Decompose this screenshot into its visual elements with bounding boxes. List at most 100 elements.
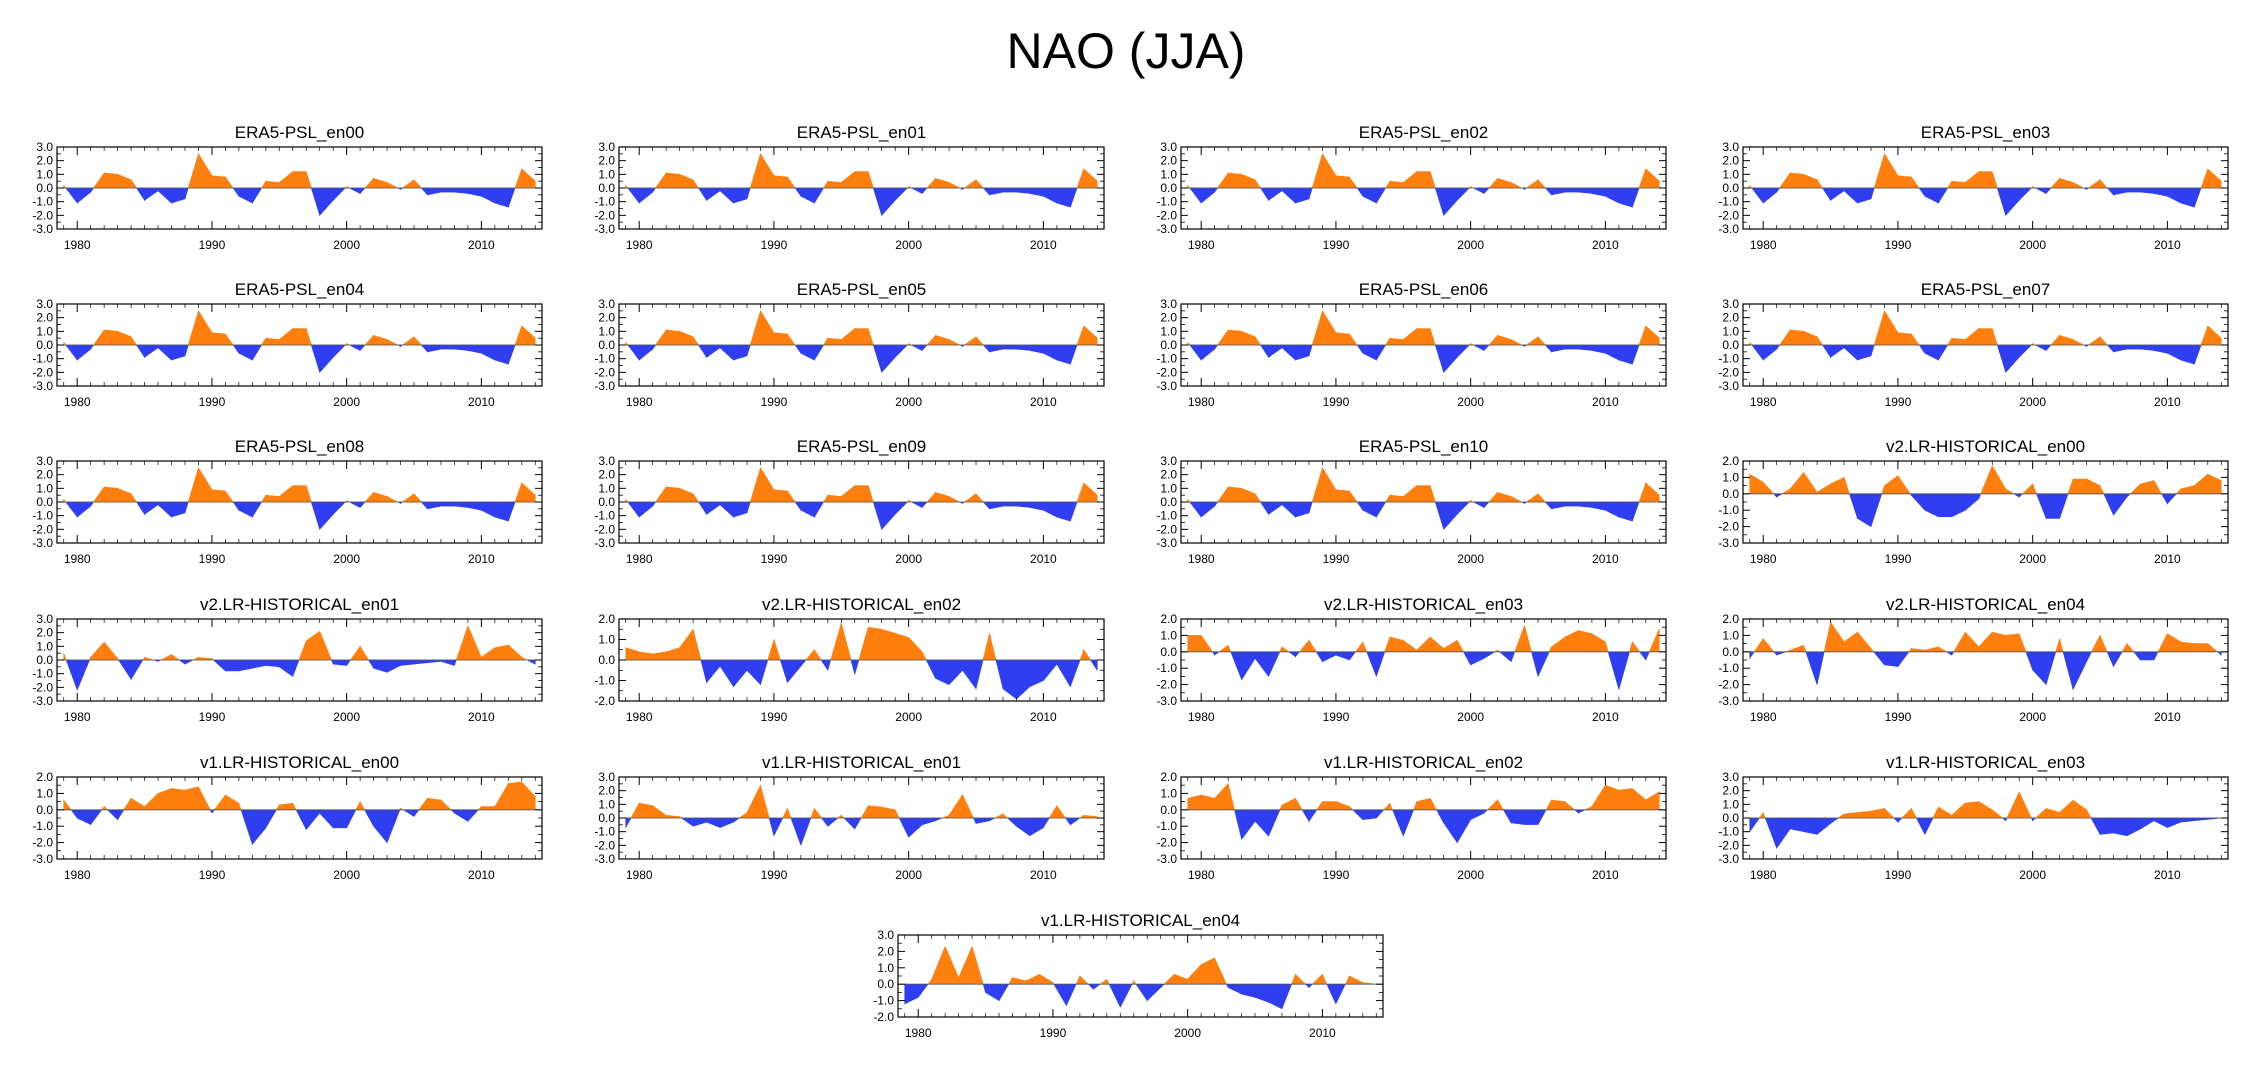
area-negative: [881, 344, 896, 374]
area-negative: [1776, 817, 1791, 850]
area-negative: [2045, 651, 2057, 685]
area-positive: [625, 184, 629, 189]
panel-v1.LR-HISTORICAL_en04: v1.LR-HISTORICAL_en04 3.0 2.0 1.0 0.0 -1.0 -2.…: [873, 911, 1384, 1040]
area-positive: [1510, 339, 1522, 346]
area-positive: [1402, 484, 1418, 503]
area-positive: [1991, 631, 2007, 653]
y-tick-label: 0.0: [36, 338, 53, 352]
area-positive: [654, 329, 667, 346]
area-positive: [123, 797, 132, 811]
x-tick-label: 1980: [626, 868, 653, 882]
area-positive: [1911, 176, 1920, 189]
area-positive: [1978, 631, 1993, 653]
area-negative: [1254, 809, 1269, 837]
y-tick-label: -1.0: [873, 994, 894, 1008]
x-tick-label: 2000: [333, 238, 360, 252]
area-positive: [2050, 334, 2060, 346]
area-positive: [749, 467, 761, 503]
area-negative: [746, 659, 761, 686]
x-tick-label: 2000: [1174, 1026, 1201, 1040]
area-positive: [1298, 639, 1310, 653]
area-positive: [1254, 492, 1262, 503]
area-positive: [2072, 799, 2087, 819]
area-negative: [982, 187, 990, 196]
area-positive: [1488, 491, 1498, 503]
area-negative: [1618, 501, 1633, 522]
y-tick-label: 3.0: [1160, 140, 1177, 154]
area-negative: [2153, 651, 2159, 661]
area-negative: [733, 344, 748, 361]
area-negative: [386, 809, 401, 843]
area-negative: [1751, 187, 1764, 204]
area-positive: [1227, 783, 1235, 811]
area-positive: [2207, 473, 2222, 495]
area-negative: [697, 344, 707, 359]
x-tick-label: 2010: [2154, 868, 2181, 882]
area-positive: [630, 802, 640, 819]
area-negative: [1230, 651, 1242, 680]
area-positive: [278, 170, 294, 189]
x-tick-label: 1990: [1323, 395, 1350, 409]
area-negative: [2099, 817, 2114, 835]
area-positive: [319, 631, 332, 661]
area-positive: [1823, 622, 1831, 653]
y-tick-label: -2.0: [32, 680, 53, 694]
y-tick-label: 3.0: [36, 140, 53, 154]
area-positive: [1079, 975, 1090, 985]
y-tick-label: -2.0: [1156, 678, 1177, 692]
area-negative: [427, 501, 442, 510]
area-negative: [1470, 651, 1485, 666]
y-tick-label: 1.0: [36, 481, 53, 495]
area-negative: [65, 187, 78, 204]
area-negative: [1924, 187, 1939, 204]
area-positive: [1964, 631, 1980, 653]
area-positive: [1843, 812, 1858, 819]
area-negative: [2045, 187, 2052, 195]
area-negative: [440, 501, 455, 507]
area-negative: [1456, 187, 1471, 202]
area-negative: [706, 187, 721, 201]
area-positive: [1762, 812, 1766, 819]
y-tick-label: 3.0: [1722, 140, 1739, 154]
area-positive: [1591, 633, 1606, 653]
plot-frame: [1742, 460, 2229, 544]
area-positive: [814, 807, 823, 819]
area-positive: [1897, 474, 1911, 495]
area-negative: [2180, 817, 2195, 823]
area-positive: [278, 327, 294, 346]
area-negative: [1295, 501, 1310, 518]
area-positive: [823, 337, 829, 346]
panel-title: v2.LR-HISTORICAL_en01: [200, 595, 399, 614]
area-positive: [1216, 172, 1229, 189]
area-negative: [1544, 344, 1552, 353]
y-tick-label: 2.0: [1722, 454, 1739, 468]
area-negative: [1938, 187, 1949, 205]
area-negative: [680, 817, 694, 827]
y-tick-label: 2.0: [1160, 154, 1177, 168]
area-positive: [1618, 788, 1633, 811]
area-negative: [184, 187, 189, 200]
area-negative: [1070, 817, 1081, 826]
area-negative: [881, 187, 896, 217]
x-tick-label: 1990: [199, 238, 226, 252]
area-positive: [1537, 493, 1547, 503]
area-positive: [211, 332, 226, 346]
area-positive: [2059, 335, 2074, 346]
area-negative: [1764, 817, 1777, 849]
area-negative: [1392, 809, 1404, 837]
area-negative: [467, 187, 482, 197]
y-tick-label: -3.0: [32, 536, 53, 550]
area-negative: [638, 344, 653, 361]
x-tick-label: 1980: [64, 552, 91, 566]
panel-v1.LR-HISTORICAL_en03: v1.LR-HISTORICAL_en03 3.02.01.00.0-1.0-2.…: [1718, 753, 2229, 882]
area-negative: [1605, 344, 1620, 361]
y-tick-label: -3.0: [1156, 536, 1177, 550]
area-negative: [1843, 187, 1858, 204]
area-positive: [1402, 327, 1418, 346]
area-positive: [1857, 810, 1872, 819]
area-negative: [332, 809, 347, 829]
area-negative: [1241, 651, 1256, 681]
area-negative: [800, 501, 815, 518]
y-tick-label: 1.0: [1160, 481, 1177, 495]
area-positive: [971, 946, 984, 985]
